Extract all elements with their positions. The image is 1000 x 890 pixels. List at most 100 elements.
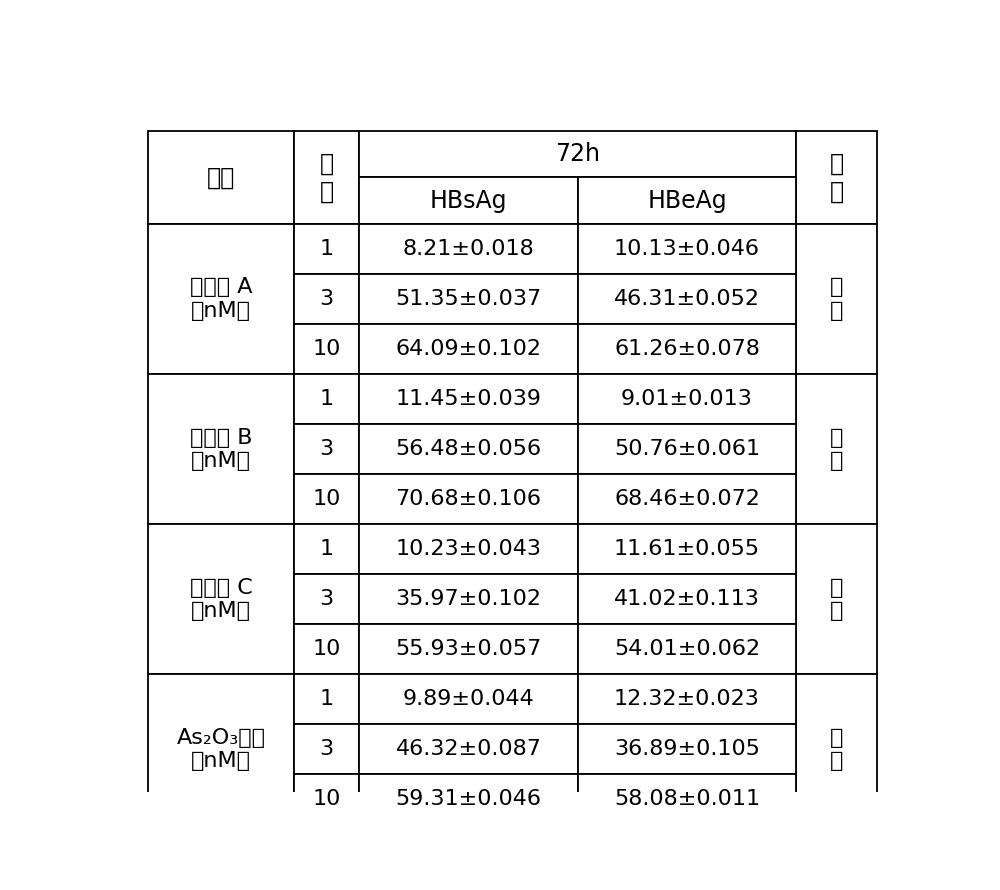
Bar [294,274,359,324]
Text: 有
效: 有 效 [830,427,843,471]
Bar [294,324,359,374]
Text: 51.35±0.037: 51.35±0.037 [395,289,541,309]
Bar [359,774,578,824]
Text: 评
价: 评 价 [829,151,844,203]
Text: 10: 10 [312,490,341,509]
Text: 组别: 组别 [207,166,235,190]
Text: 55.93±0.057: 55.93±0.057 [395,639,542,659]
Bar [796,224,877,374]
Text: 3: 3 [319,589,334,609]
Text: 46.32±0.087: 46.32±0.087 [395,740,541,759]
Bar [294,724,359,774]
Bar [796,675,877,824]
Bar [359,131,796,177]
Bar [578,675,796,724]
Text: 61.26±0.078: 61.26±0.078 [614,339,760,359]
Bar [148,675,294,824]
Text: 浓
度: 浓 度 [319,151,334,203]
Text: 12.32±0.023: 12.32±0.023 [614,689,760,709]
Text: 3: 3 [319,740,334,759]
Bar [294,574,359,624]
Text: 提取液 B
（nM）: 提取液 B （nM） [190,427,252,471]
Text: HBsAg: HBsAg [430,189,507,213]
Bar [796,131,877,224]
Text: As₂O₃溶液
（nM）: As₂O₃溶液 （nM） [177,728,266,771]
Bar [148,131,294,224]
Text: 1: 1 [319,389,334,409]
Bar [578,524,796,574]
Bar [294,524,359,574]
Bar [578,574,796,624]
Text: 10: 10 [312,339,341,359]
Text: 1: 1 [319,239,334,259]
Bar [359,425,578,474]
Text: 56.48±0.056: 56.48±0.056 [395,439,541,459]
Text: 36.89±0.105: 36.89±0.105 [614,740,760,759]
Bar [578,724,796,774]
Text: HBeAg: HBeAg [647,189,727,213]
Bar [359,574,578,624]
Text: 1: 1 [319,689,334,709]
Bar [578,177,796,224]
Bar [148,374,294,524]
Text: 10: 10 [312,789,341,809]
Text: 58.08±0.011: 58.08±0.011 [614,789,760,809]
Text: 有
效: 有 效 [830,278,843,320]
Bar [578,324,796,374]
Text: 68.46±0.072: 68.46±0.072 [614,490,760,509]
Bar [359,624,578,675]
Bar [359,524,578,574]
Text: 11.61±0.055: 11.61±0.055 [614,539,760,559]
Bar [578,425,796,474]
Bar [294,374,359,425]
Bar [796,524,877,675]
Bar [359,675,578,724]
Text: 46.31±0.052: 46.31±0.052 [614,289,760,309]
Bar [359,724,578,774]
Text: 72h: 72h [555,142,600,166]
Text: 3: 3 [319,439,334,459]
Bar [148,224,294,374]
Text: 59.31±0.046: 59.31±0.046 [395,789,541,809]
Text: 提取液 A
（nM）: 提取液 A （nM） [190,278,252,320]
Bar [578,224,796,274]
Bar [294,131,359,224]
Text: 35.97±0.102: 35.97±0.102 [395,589,541,609]
Bar [578,274,796,324]
Text: 70.68±0.106: 70.68±0.106 [395,490,541,509]
Text: 64.09±0.102: 64.09±0.102 [395,339,541,359]
Bar [294,474,359,524]
Bar [359,324,578,374]
Text: 50.76±0.061: 50.76±0.061 [614,439,760,459]
Text: 8.21±0.018: 8.21±0.018 [403,239,534,259]
Bar [359,224,578,274]
Bar [148,524,294,675]
Text: 10.13±0.046: 10.13±0.046 [614,239,760,259]
Text: 9.89±0.044: 9.89±0.044 [403,689,534,709]
Bar [294,675,359,724]
Bar [578,774,796,824]
Text: 10: 10 [312,639,341,659]
Bar [294,774,359,824]
Text: 有
效: 有 效 [830,578,843,621]
Text: 11.45±0.039: 11.45±0.039 [395,389,541,409]
Text: 41.02±0.113: 41.02±0.113 [614,589,760,609]
Text: 有
效: 有 效 [830,728,843,771]
Text: 10.23±0.043: 10.23±0.043 [395,539,541,559]
Bar [578,624,796,675]
Bar [578,474,796,524]
Text: 提取液 C
（nM）: 提取液 C （nM） [190,578,252,621]
Text: 1: 1 [319,539,334,559]
Bar [294,425,359,474]
Bar [294,224,359,274]
Text: 3: 3 [319,289,334,309]
Bar [578,374,796,425]
Bar [359,177,578,224]
Bar [359,374,578,425]
Text: 54.01±0.062: 54.01±0.062 [614,639,760,659]
Bar [796,374,877,524]
Text: 9.01±0.013: 9.01±0.013 [621,389,753,409]
Bar [359,474,578,524]
Bar [294,624,359,675]
Bar [359,274,578,324]
